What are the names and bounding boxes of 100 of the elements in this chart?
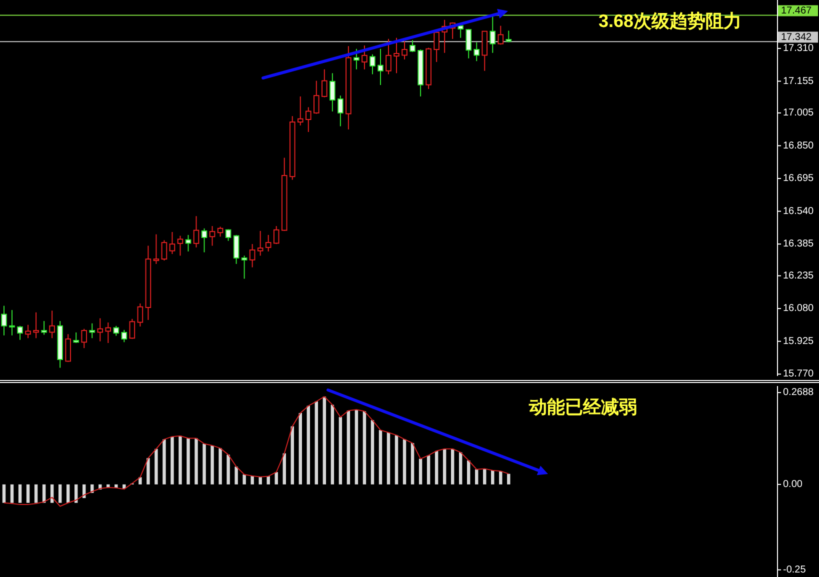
candlestick [434,32,440,62]
candlestick [410,40,416,53]
bar [402,439,406,484]
bar [250,476,254,484]
candlestick [257,230,264,256]
candlestick [169,231,176,254]
bar [322,396,326,484]
ref-line-label: 17.342 [781,32,812,43]
candlestick [297,96,304,126]
bar [491,470,494,484]
candlestick [121,329,128,343]
y-tick-label: 16.695 [783,173,814,184]
candlestick [201,228,208,253]
bar [434,450,438,484]
bar [10,484,14,503]
bar [394,435,398,484]
candlestick [129,318,136,340]
y-tick-label: 16.080 [783,303,814,314]
bar [483,468,486,484]
y-tick-label: 15.925 [783,336,814,347]
candlestick [402,40,408,60]
candlestick [89,322,96,339]
candlestick [330,72,336,112]
candlestick [185,234,192,252]
candlestick [506,30,512,43]
bar [66,484,70,503]
bar [338,417,342,484]
bar [34,484,38,503]
bar [467,460,470,484]
candlestick [209,226,216,246]
bar [410,443,414,484]
bar [450,448,454,484]
bar [170,436,174,484]
annotation: 3.68次级趋势阻力 [598,10,742,31]
bar [499,471,502,484]
y-tick-label: 16.385 [783,238,814,250]
y-tick-label: 0.00 [783,479,803,490]
bar [282,453,286,484]
candlestick [370,54,376,75]
bar [18,484,22,503]
candlestick [233,234,240,264]
candlestick [458,24,464,38]
candlestick [265,234,272,252]
bar [378,430,382,484]
candlestick [1,305,7,336]
candlestick [177,235,184,256]
candlestick [249,244,256,268]
bar [162,439,166,484]
candlestick [161,240,168,262]
y-tick-label: 16.850 [783,140,814,152]
bar [2,484,6,503]
bar [354,410,358,484]
candlestick [105,322,112,344]
candlestick [386,38,392,75]
y-tick-label: 15.770 [783,368,814,380]
y-tick-label: 17.155 [783,76,814,87]
bar [154,448,158,484]
line-series [4,396,510,507]
bar [146,458,150,484]
bar [122,484,126,489]
bar [234,466,238,484]
candlestick [113,325,120,336]
y-tick-label: 16.235 [783,270,814,282]
candlestick [474,42,480,62]
bar [178,436,182,484]
bar [298,412,302,484]
candlestick [273,226,280,245]
candlestick [17,325,23,340]
y-tick-label: 17.005 [783,108,814,119]
y-tick-label: -0.25 [783,564,806,576]
bar [418,458,422,484]
bar [242,474,246,484]
candlestick [394,37,400,74]
candlestick [65,334,71,362]
candlestick [217,226,224,238]
candlestick [33,312,39,339]
candlestick [137,302,144,328]
y-tick-label: 0.2688 [783,387,814,398]
candlestick [225,228,232,242]
candlestick [241,255,248,280]
bar [458,452,462,484]
bar [274,472,278,484]
bar [202,444,206,484]
bar [58,484,62,503]
candlestick [193,216,200,248]
candlestick [41,320,47,336]
bar [186,438,190,484]
bar [475,469,478,484]
candlestick [81,328,88,349]
bar [362,411,366,484]
y-tick-label: 16.540 [783,206,814,217]
candlestick [354,48,360,70]
candlestick [305,106,312,132]
candlestick [314,80,320,114]
bar [370,420,374,484]
bar [442,448,446,484]
candlestick [9,310,15,336]
annotation: 动能已经减弱 [528,396,637,417]
candlestick [490,15,496,54]
bar [426,455,430,484]
